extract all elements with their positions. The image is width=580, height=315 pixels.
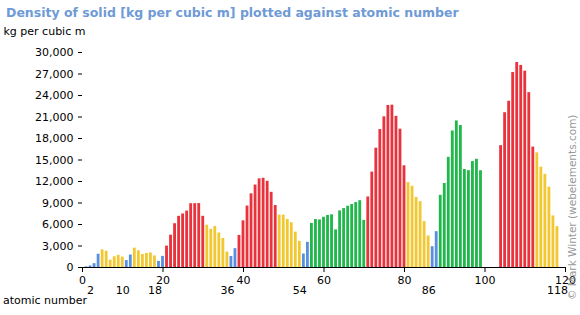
svg-text:2: 2 — [87, 284, 94, 297]
svg-text:3,000: 3,000 — [42, 240, 74, 253]
html-text:© Mark Winter (webelements.com: © Mark Winter (webelements.com) — [566, 114, 578, 300]
svg-text:0: 0 — [79, 274, 86, 287]
svg-text:10: 10 — [116, 284, 130, 297]
svg-text:36: 36 — [220, 284, 234, 297]
svg-text:86: 86 — [422, 284, 436, 297]
html-text:Density of solid [kg per cubic: Density of solid [kg per cubic m] plotte… — [6, 5, 459, 20]
svg-text:18: 18 — [148, 284, 162, 297]
svg-text:118: 118 — [547, 284, 568, 297]
svg-text:12,000: 12,000 — [35, 175, 74, 188]
svg-text:21,000: 21,000 — [35, 111, 74, 124]
svg-text:30,000: 30,000 — [35, 46, 74, 59]
svg-text:15,000: 15,000 — [35, 154, 74, 167]
svg-text:60: 60 — [317, 274, 331, 287]
svg-text:80: 80 — [398, 274, 412, 287]
svg-text:40: 40 — [237, 274, 251, 287]
html-text:atomic number: atomic number — [3, 294, 87, 307]
svg-text:24,000: 24,000 — [35, 89, 74, 102]
svg-text:9,000: 9,000 — [42, 197, 74, 210]
svg-text:kg per cubic m: kg per cubic m — [4, 25, 86, 38]
svg-text:100: 100 — [475, 274, 496, 287]
svg-text:18,000: 18,000 — [35, 132, 74, 145]
svg-text:20: 20 — [156, 274, 170, 288]
svg-text:54: 54 — [293, 284, 307, 297]
svg-text:6,000: 6,000 — [42, 218, 74, 231]
svg-text:0: 0 — [67, 261, 74, 274]
svg-text:27,000: 27,000 — [35, 68, 74, 81]
